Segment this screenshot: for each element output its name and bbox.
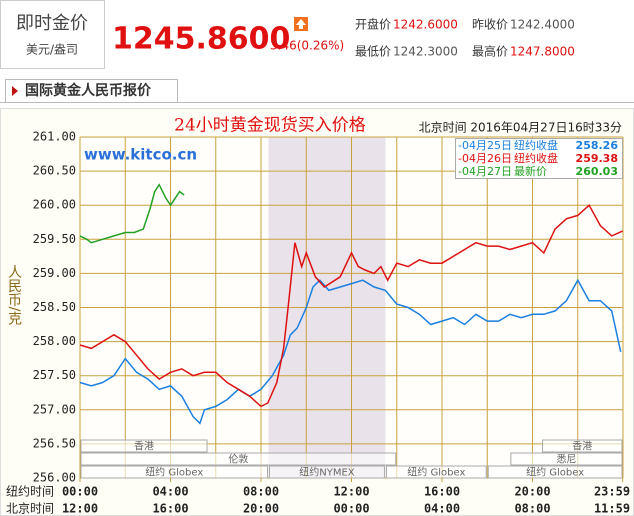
y-tick-label: 261.00: [33, 130, 76, 144]
y-tick-label: 256.00: [33, 471, 76, 485]
legend-name: -04月26日: [458, 152, 512, 165]
y-tick-label: 260.00: [33, 198, 76, 212]
y-tick-label: 256.50: [33, 436, 76, 450]
stat-label: 最低价: [355, 45, 391, 59]
y-tick-label: 260.50: [33, 164, 76, 178]
y-tick-label: 258.00: [33, 334, 76, 348]
session-box: [268, 465, 385, 479]
y-tick-label: 258.50: [33, 300, 76, 314]
session-box: [80, 465, 268, 479]
session-label: 香港: [134, 441, 154, 453]
beijing-tick-label: 04:00: [424, 502, 460, 516]
beijing-tick-label: 00:00: [333, 502, 369, 516]
y-tick-label: 257.50: [33, 368, 76, 382]
series-line: [79, 204, 623, 408]
beijing-tick-label: 12:00: [62, 502, 98, 516]
price-box: [0, 0, 105, 69]
up-arrow: [296, 19, 306, 29]
session-label: 纽约 Globex: [526, 466, 584, 479]
stat-label: 最高价: [472, 44, 508, 59]
beijing-tick-label: 08:00: [514, 502, 550, 516]
session-box: [487, 465, 623, 479]
legend-name: -04月25日: [458, 139, 512, 152]
legend-label: 纽约收盘: [514, 151, 558, 165]
y-tick-label: 259.50: [33, 232, 76, 246]
x-tick-label: 08:00: [243, 485, 279, 499]
stat-value: 1247.8000: [510, 45, 575, 59]
stat-label: 昨收价: [472, 18, 508, 32]
watermark: www.kitco.cn: [84, 146, 197, 164]
series-line: [79, 183, 185, 244]
y-tick-label: 259.00: [33, 266, 76, 280]
y-tick-label: 257.00: [33, 402, 76, 416]
stat-value: 1242.4000: [510, 18, 575, 32]
x-tick-label: 20:00: [514, 485, 550, 499]
beijing-tick-label: 16:00: [152, 502, 188, 516]
legend-label: 最新价: [514, 164, 547, 178]
header-price: 1245.8600: [112, 22, 290, 57]
session-label: 伦敦: [228, 453, 248, 466]
legend-value: 260.03: [576, 165, 618, 178]
x-tick-label: 04:00: [152, 485, 188, 499]
x-tick-label: 23:59: [594, 485, 630, 499]
session-box: [80, 439, 208, 453]
session-box: [510, 452, 623, 466]
x-tick-label: 16:00: [424, 485, 460, 499]
tab-title[interactable]: 国际黄金人民币报价: [25, 82, 152, 99]
session-label: 纽约 Globex: [407, 466, 465, 479]
stats: 开盘价 1242.6000 昨收价 1242.4000 最低价 1242.3000 最高价 1…: [355, 17, 575, 59]
x-tick-label: 00:00: [62, 485, 98, 499]
legend-value: 258.26: [576, 139, 619, 152]
beijing-tick-label: 11:59: [594, 502, 630, 516]
session-label: 悉尼: [556, 454, 576, 466]
session-label: 纽约NYMEX: [299, 466, 355, 479]
header-title: 即时金价: [16, 13, 88, 34]
stat-value: 1242.3000: [393, 45, 458, 59]
chart-title: 24小时黄金现货买入价格: [174, 116, 366, 136]
legend: [455, 138, 623, 179]
legend-label: 纽约收盘: [514, 138, 558, 152]
legend-name: -04月27日: [458, 165, 512, 178]
x-row-label: 北京时间: [6, 502, 54, 516]
x-tick-label: 12:00: [333, 485, 369, 499]
session-label: 香港: [572, 441, 592, 453]
session-box: [542, 439, 623, 453]
header-change: 3.46(0.26%): [270, 39, 344, 53]
tab-icon: [12, 86, 18, 96]
plot: 256.00 256.50 257.00 257.50 258.00 258.50 259.…: [6, 116, 630, 516]
beijing-tick-label: 20:00: [243, 502, 279, 516]
series-line: [79, 278, 622, 425]
legend-value: 259.38: [576, 152, 618, 165]
y-axis-label: 人民币/克: [6, 265, 22, 327]
tab[interactable]: [5, 79, 178, 103]
stat-label: 开盘价: [355, 17, 391, 32]
stat-value: 1242.6000: [393, 18, 458, 32]
timestamp: 北京时间 2016年04月27日16时33分: [419, 121, 622, 135]
session-label: 纽约 Globex: [145, 466, 203, 479]
x-row-label: 纽约时间: [6, 484, 54, 499]
header-unit: 美元/盎司: [26, 43, 78, 57]
session-box: [385, 465, 487, 479]
session-box: [80, 452, 397, 466]
